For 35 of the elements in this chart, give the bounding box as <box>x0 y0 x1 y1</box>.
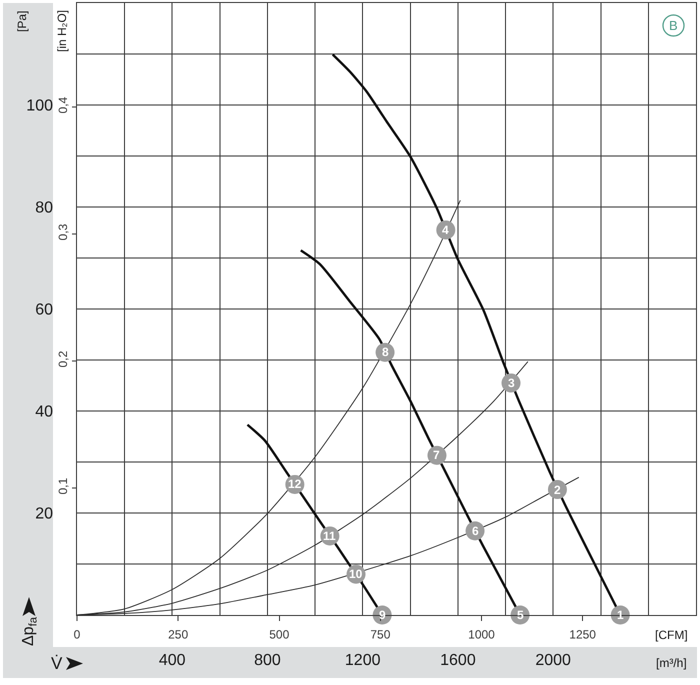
y-tick-label: 60 <box>35 302 54 319</box>
annotation: 11 <box>323 529 336 543</box>
y2-tick-label: 0,4 <box>56 96 70 114</box>
annotation: 4 <box>442 223 449 237</box>
y-axis-title: [Pa] <box>15 10 29 32</box>
y2-tick-label: 0,2 <box>56 350 70 368</box>
annotation: 3 <box>508 376 515 390</box>
annotation: 7 <box>433 448 440 462</box>
x-tick-label: 800 <box>254 652 281 669</box>
annotation: 12 <box>288 477 302 491</box>
y-tick-label: 20 <box>35 506 54 523</box>
x-axis-title: [m³/h] <box>656 656 687 670</box>
x2-tick-label: 1250 <box>569 627 596 642</box>
text: V̇ <box>51 654 63 673</box>
y-tick-label: 100 <box>26 98 54 115</box>
y-tick-label: 80 <box>35 200 54 217</box>
x-tick-label: 1200 <box>344 652 381 669</box>
annotation: B <box>669 18 678 33</box>
y2-tick-label: 0,3 <box>56 223 70 240</box>
x2-tick-label: 250 <box>168 627 188 642</box>
y2-tick-label: 0,1 <box>56 478 70 495</box>
x2-tick-label: 0 <box>74 627 81 642</box>
x-tick-label: 2000 <box>535 652 572 669</box>
annotation: 2 <box>554 483 561 497</box>
x-tick-label: 1600 <box>440 652 476 669</box>
y-tick-label: 40 <box>35 404 54 421</box>
annotation: 6 <box>472 524 479 538</box>
x2-tick-label: 500 <box>269 627 290 642</box>
x2-tick-label: 1000 <box>468 627 496 642</box>
x-tick-label: 400 <box>158 652 186 669</box>
annotation: 10 <box>349 567 363 581</box>
x2-axis-title: [CFM] <box>655 628 688 642</box>
x2-tick-label: 750 <box>370 627 391 642</box>
y2-axis-title: [in H₂O] <box>55 10 69 52</box>
annotation: 8 <box>382 345 389 359</box>
